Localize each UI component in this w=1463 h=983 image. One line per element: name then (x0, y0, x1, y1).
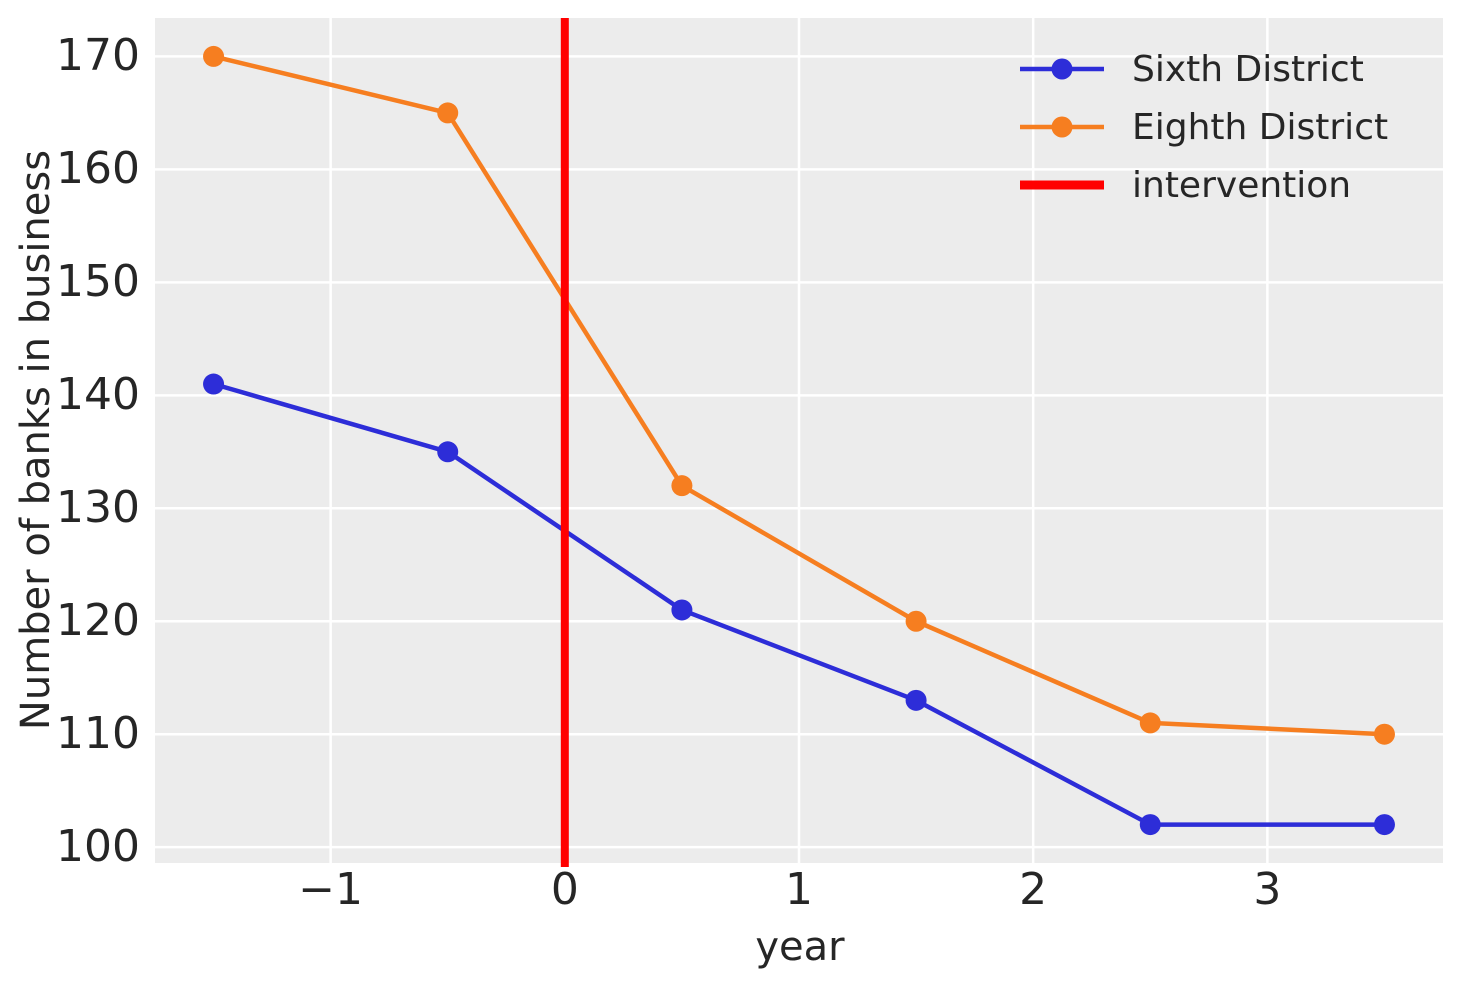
x-axis-label: year (755, 924, 845, 970)
y-tick-label: 150 (56, 256, 140, 308)
legend-item-intervention: intervention (1018, 156, 1388, 214)
data-point-sixth-district (437, 441, 459, 463)
data-point-eighth-district (1373, 723, 1395, 745)
legend-marker-sixth-district-icon (1020, 58, 1104, 80)
legend-marker-eighth-district-icon (1020, 116, 1104, 138)
legend-item-sixth-district: Sixth District (1018, 40, 1388, 98)
y-tick-label: 110 (56, 708, 140, 760)
data-point-sixth-district (1373, 814, 1395, 836)
data-point-eighth-district (671, 475, 693, 497)
legend-item-eighth-district: Eighth District (1018, 98, 1388, 156)
legend-label: Sixth District (1132, 48, 1364, 90)
y-tick-label: 120 (56, 595, 140, 647)
y-tick-label: 130 (56, 482, 140, 534)
legend-label: intervention (1132, 164, 1352, 206)
data-point-eighth-district (1139, 712, 1161, 734)
series-line-sixth-district (212, 381, 1385, 827)
data-point-eighth-district (203, 45, 225, 67)
data-point-sixth-district (905, 689, 927, 711)
legend-marker-intervention-icon (1020, 180, 1104, 190)
legend-label: Eighth District (1132, 106, 1389, 148)
data-point-sixth-district (1139, 814, 1161, 836)
y-tick-label: 100 (56, 821, 140, 873)
y-tick-label: 140 (56, 369, 140, 421)
legend: Sixth District Eighth District intervent… (1018, 40, 1388, 214)
x-tick-label: 3 (1253, 864, 1282, 915)
x-tick-label: 2 (1019, 864, 1048, 915)
y-axis-label: Number of banks in business (13, 149, 59, 731)
y-tick-label: 160 (56, 143, 140, 195)
y-tick-label: 170 (56, 30, 140, 82)
x-tick-label: 1 (785, 864, 813, 915)
data-point-sixth-district (203, 373, 225, 395)
series-line-eighth-district (213, 54, 1385, 737)
x-tick-label: −1 (298, 864, 364, 915)
data-point-sixth-district (671, 599, 693, 621)
x-tick-label: 0 (550, 864, 579, 915)
data-point-eighth-district (437, 102, 459, 124)
data-point-eighth-district (905, 610, 927, 632)
